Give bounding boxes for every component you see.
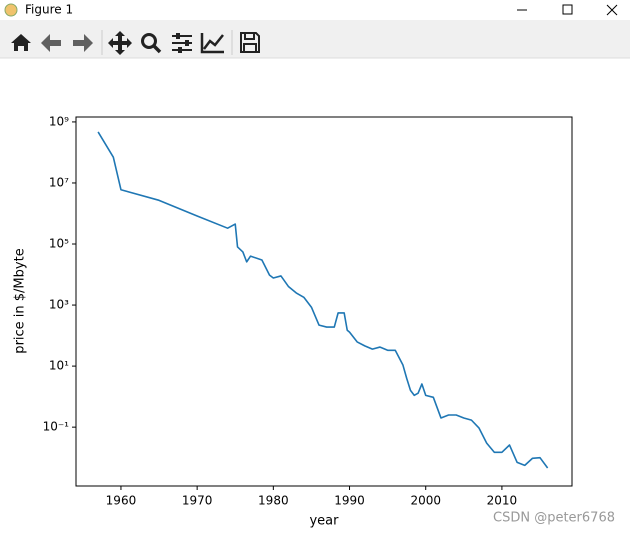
watermark: CSDN @peter6768 bbox=[493, 511, 615, 526]
y-tick-label: 10³ bbox=[49, 298, 69, 312]
x-tick-label: 1980 bbox=[258, 494, 289, 508]
x-tick-label: 1990 bbox=[334, 494, 365, 508]
toolbar bbox=[0, 20, 630, 58]
maximize-button[interactable] bbox=[562, 4, 573, 15]
pan-button[interactable] bbox=[108, 31, 132, 55]
x-tick-label: 1970 bbox=[182, 494, 213, 508]
x-axis-label: year bbox=[309, 514, 339, 529]
x-tick-label: 2010 bbox=[487, 494, 518, 508]
y-tick-label: 10⁻¹ bbox=[43, 420, 70, 434]
window-title: Figure 1 bbox=[25, 3, 73, 17]
edit-axis-button[interactable] bbox=[200, 33, 224, 54]
close-button[interactable] bbox=[606, 4, 618, 16]
y-axis-label: price in $/Mbyte bbox=[13, 248, 28, 353]
zoom-handle bbox=[152, 44, 162, 54]
back-button[interactable] bbox=[41, 34, 61, 52]
x-tick-label: 1960 bbox=[106, 494, 137, 508]
y-tick-label: 10⁹ bbox=[49, 114, 69, 128]
y-tick-label: 10⁷ bbox=[49, 175, 69, 189]
save-button[interactable] bbox=[240, 32, 260, 53]
home-button[interactable] bbox=[11, 34, 31, 51]
plot-area bbox=[76, 117, 572, 486]
axes-frame bbox=[75, 116, 573, 487]
app-icon bbox=[4, 3, 18, 17]
zoom-button[interactable] bbox=[141, 33, 157, 49]
title-bar bbox=[0, 0, 630, 20]
x-tick-label: 2000 bbox=[410, 494, 441, 508]
line-series bbox=[97, 131, 549, 469]
y-tick-label: 10⁵ bbox=[49, 237, 69, 251]
forward-button[interactable] bbox=[73, 34, 93, 52]
configure-knobs bbox=[176, 33, 189, 53]
y-tick-label: 10¹ bbox=[49, 359, 69, 373]
